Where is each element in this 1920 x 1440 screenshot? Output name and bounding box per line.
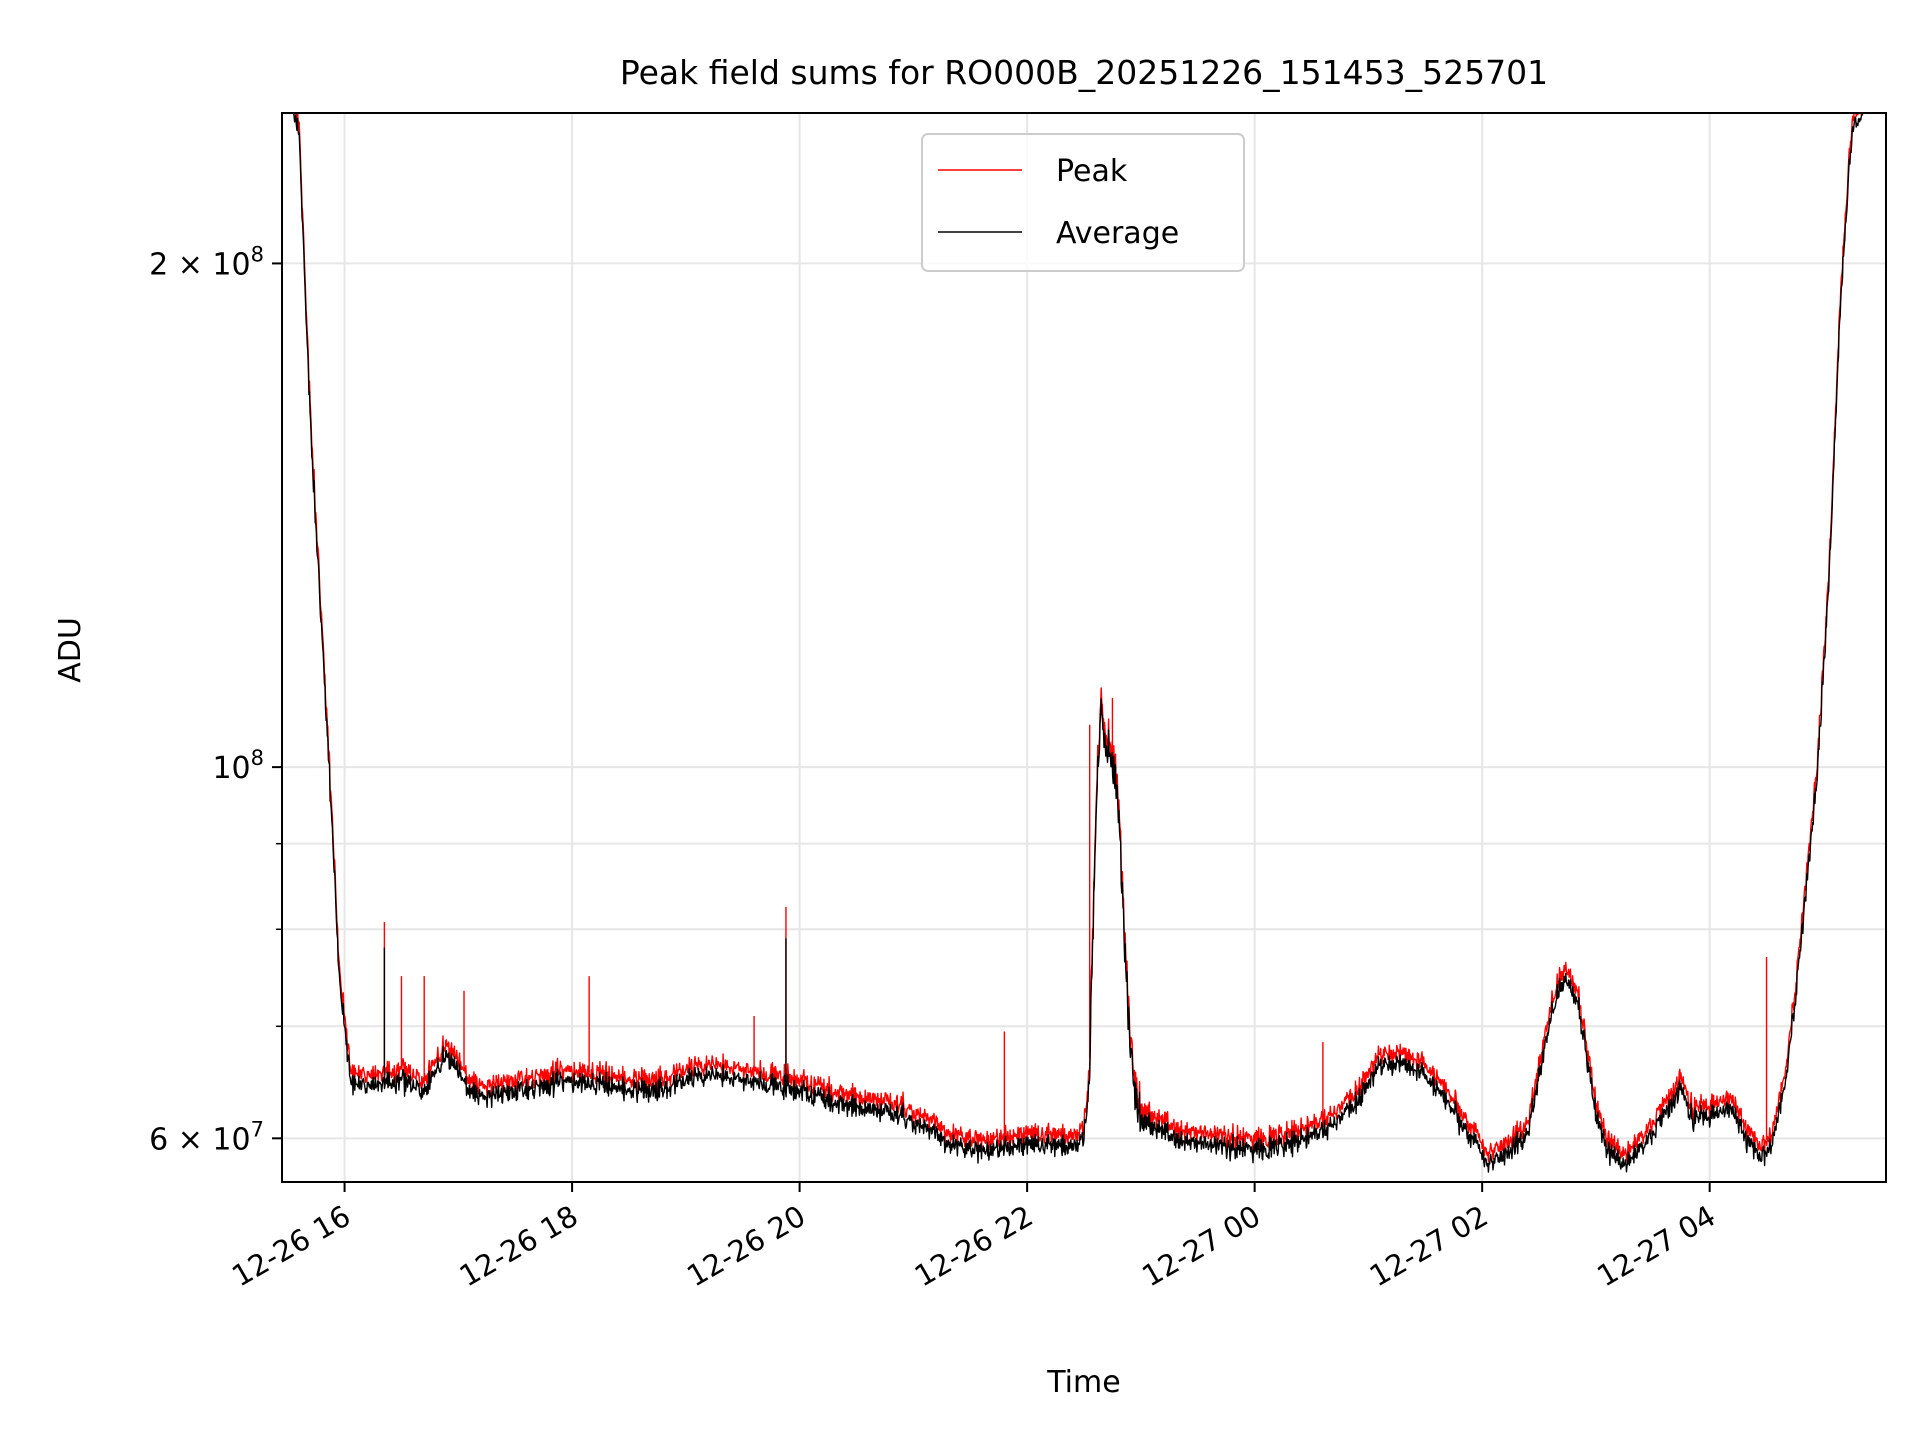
y-tick-label: 2 × 108 [149,242,264,282]
plot-frame [281,112,1887,1183]
chart-title: Peak field sums for RO000B_20251226_1514… [620,53,1548,92]
legend-label-peak: Peak [1056,154,1128,189]
y-axis-label: ADU [53,617,88,683]
legend-label-average: Average [1056,216,1179,251]
legend: Peak Average [921,133,1245,272]
y-axis-ticks: 6 × 107 108 2 × 108 [149,242,282,1157]
y-tick-label: 108 [212,746,264,786]
series-layer [282,113,1886,1173]
y-tick-label: 6 × 107 [149,1117,264,1157]
x-axis-label: Time [1046,1365,1120,1400]
legend-box [921,133,1245,272]
series-line-average [282,113,1886,1173]
